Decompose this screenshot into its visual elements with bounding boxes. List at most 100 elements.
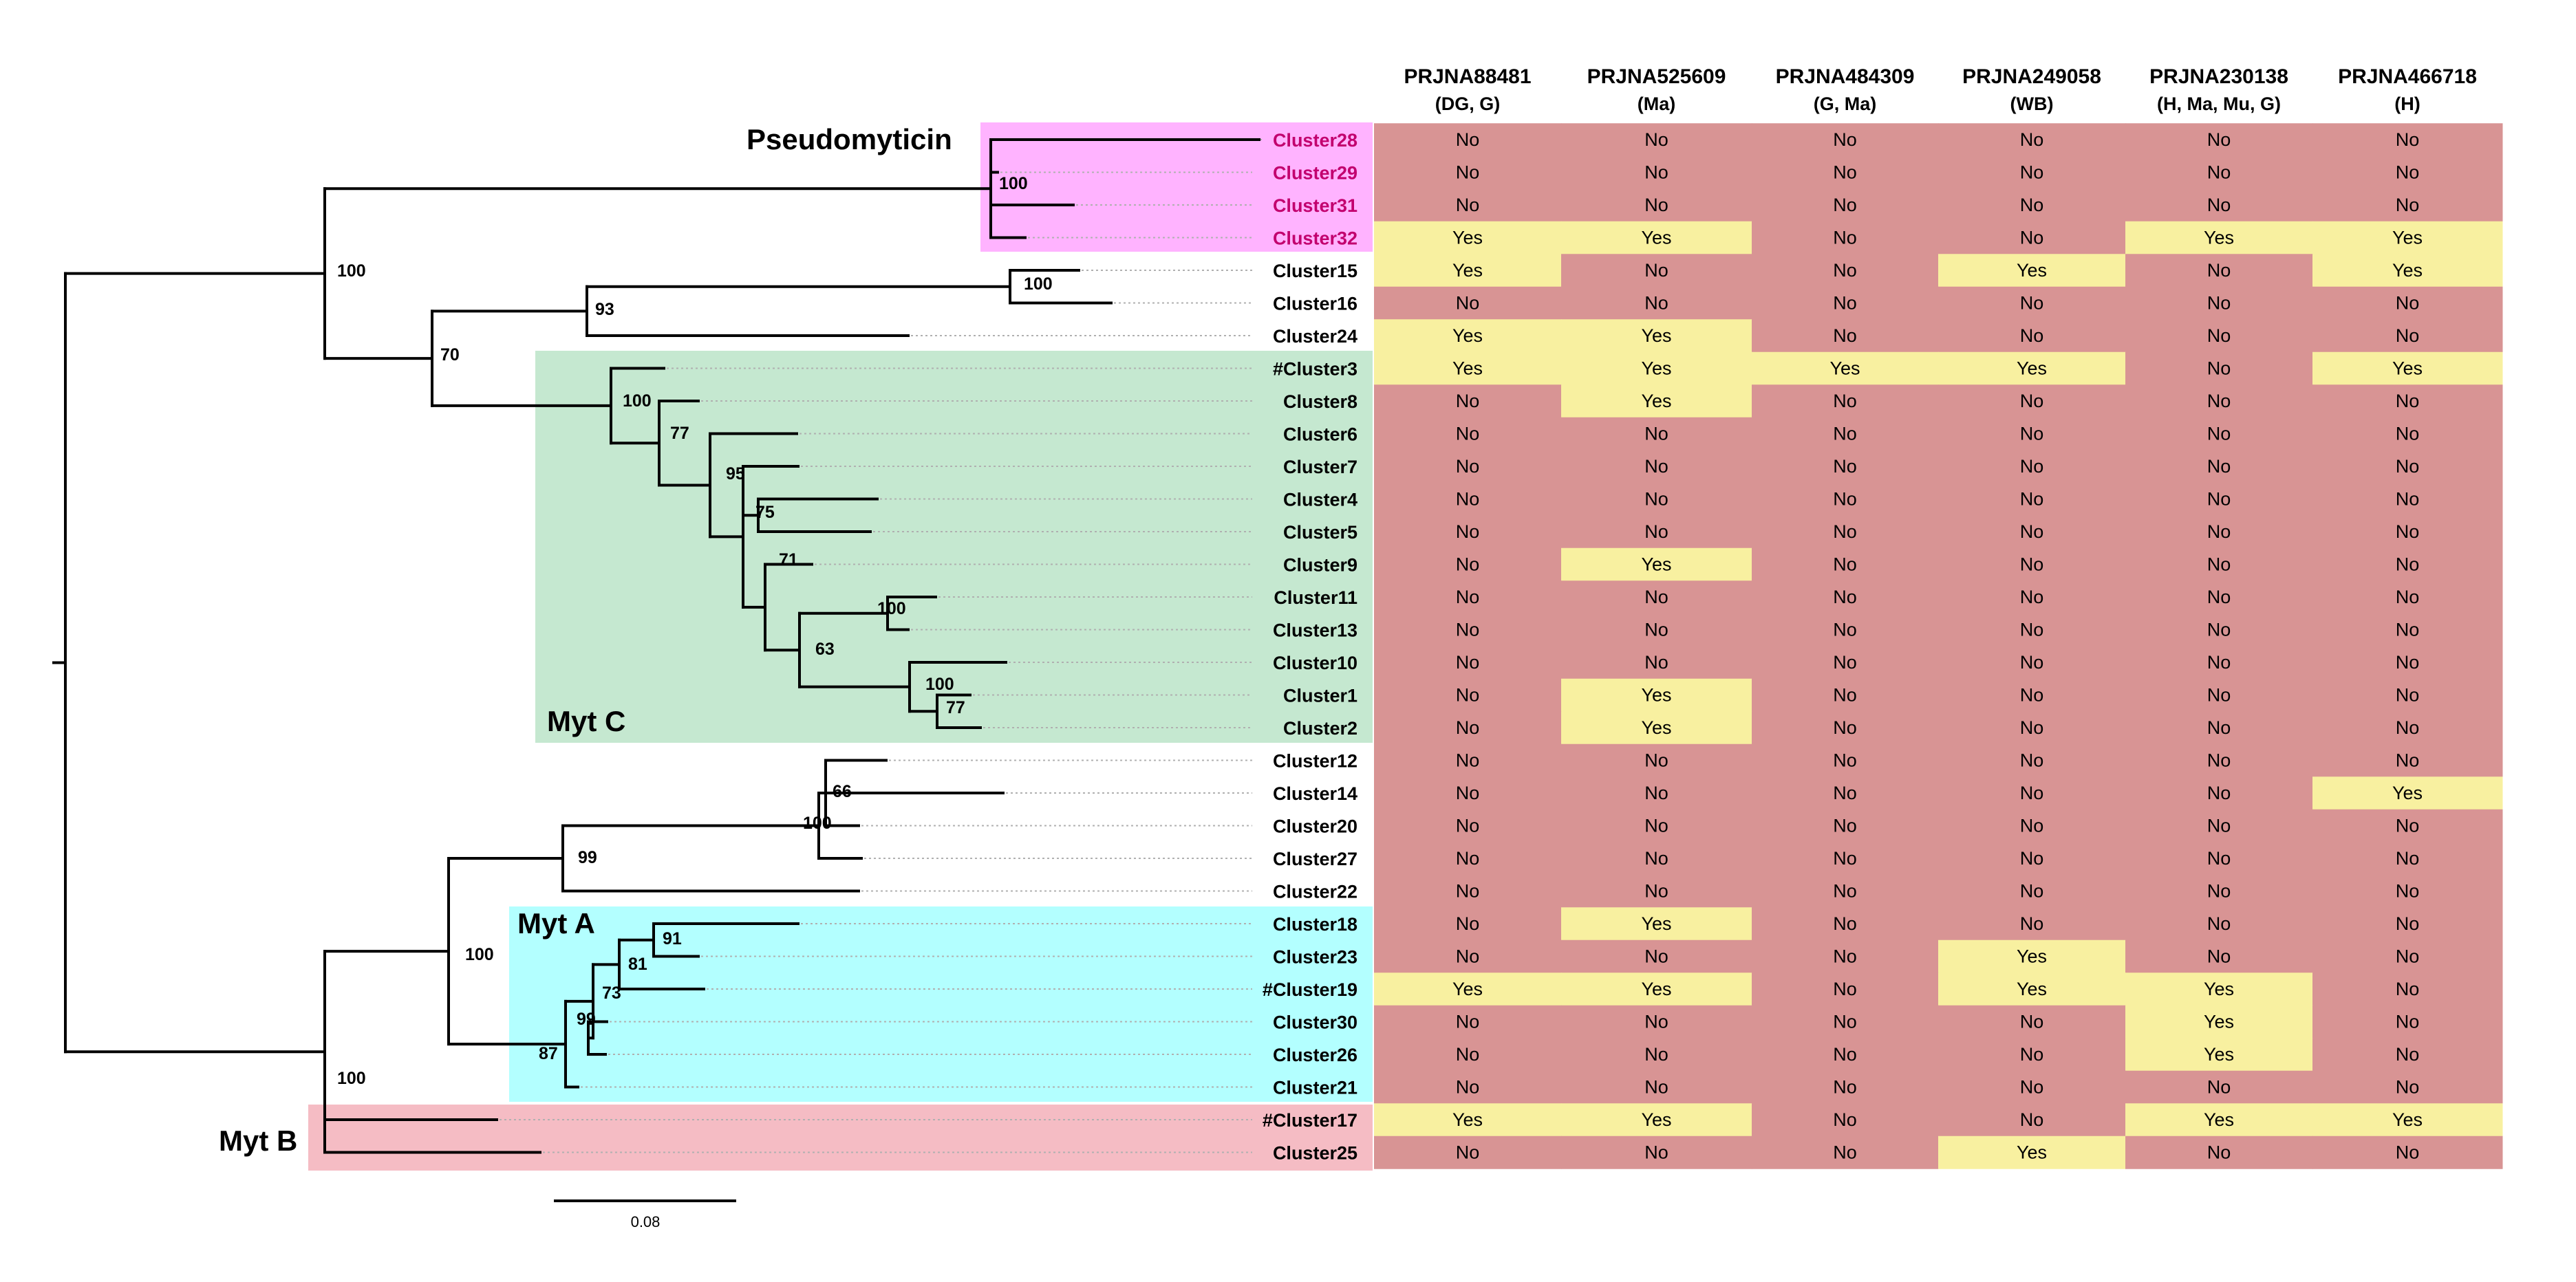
bootstrap-value: 95: [726, 464, 745, 484]
presence-value: Yes: [1641, 325, 1671, 346]
presence-cell: [1374, 123, 1562, 157]
cluster-label: Cluster30: [1273, 1012, 1357, 1033]
presence-value: No: [2207, 424, 2231, 444]
presence-cell: [1374, 743, 1562, 777]
presence-cell: [1374, 286, 1562, 320]
presence-cell: [1374, 842, 1562, 876]
presence-cell: [2312, 874, 2503, 908]
project-habitats: (H): [2394, 94, 2420, 114]
presence-value: No: [2207, 652, 2231, 673]
presence-cell: [2125, 678, 2313, 712]
presence-value: No: [1456, 1077, 1480, 1098]
cluster-label: Cluster1: [1283, 686, 1357, 706]
presence-value: No: [2020, 848, 2044, 869]
presence-cell: [1938, 907, 2126, 941]
presence-cell: [1752, 809, 1939, 843]
presence-value: No: [1456, 521, 1480, 542]
presence-value: No: [2207, 717, 2231, 738]
presence-value: No: [2396, 521, 2420, 542]
presence-cell: [1752, 319, 1939, 353]
presence-value: No: [2207, 358, 2231, 379]
presence-cell: [2312, 776, 2503, 810]
bootstrap-value: 63: [815, 640, 835, 659]
presence-value: No: [1644, 1077, 1668, 1098]
presence-value: No: [2207, 260, 2231, 281]
presence-value: No: [2396, 750, 2420, 771]
presence-value: No: [2207, 293, 2231, 314]
presence-value: No: [1644, 783, 1668, 803]
presence-value: No: [2207, 195, 2231, 215]
presence-cell: [1752, 450, 1939, 484]
presence-value: No: [1833, 1012, 1857, 1032]
bootstrap-value: 75: [755, 503, 775, 522]
presence-value: No: [2207, 587, 2231, 607]
presence-value: No: [1833, 946, 1857, 967]
presence-cell: [1374, 547, 1562, 581]
presence-cell: [1938, 646, 2126, 680]
presence-value: No: [2207, 129, 2231, 150]
presence-cell: [1938, 450, 2126, 484]
presence-value: Yes: [2392, 783, 2423, 803]
presence-cell: [1561, 351, 1752, 385]
presence-value: No: [2396, 391, 2420, 411]
presence-cell: [1374, 1103, 1562, 1137]
bootstrap-value: 100: [877, 599, 906, 618]
presence-cell: [1561, 1005, 1752, 1039]
cluster-label: Cluster2: [1283, 718, 1357, 739]
presence-cell: [1938, 547, 2126, 581]
presence-cell: [2312, 547, 2503, 581]
presence-value: No: [1833, 489, 1857, 510]
presence-value: No: [2020, 391, 2044, 411]
presence-value: Yes: [2017, 260, 2047, 281]
presence-cell: [1374, 1038, 1562, 1072]
presence-cell: [1561, 547, 1752, 581]
project-habitats: (WB): [2010, 94, 2054, 114]
presence-value: No: [1456, 391, 1480, 411]
presence-cell: [2312, 155, 2503, 189]
presence-cell: [2312, 973, 2503, 1006]
presence-cell: [1938, 973, 2126, 1006]
bootstrap-value: 100: [337, 1069, 366, 1088]
presence-value: No: [1456, 750, 1480, 771]
presence-cell: [1752, 678, 1939, 712]
presence-value: No: [1456, 456, 1480, 477]
presence-cell: [2125, 123, 2313, 157]
cluster-label: Cluster20: [1273, 816, 1357, 837]
presence-cell: [2125, 254, 2313, 287]
presence-value: No: [2396, 1142, 2420, 1163]
presence-value: No: [1833, 1044, 1857, 1065]
presence-cell: [1374, 155, 1562, 189]
presence-cell: [1374, 254, 1562, 287]
presence-cell: [2312, 188, 2503, 222]
clade-box-pseudomyticin: [980, 122, 1373, 252]
bootstrap-value: 100: [925, 675, 954, 694]
presence-value: No: [2207, 783, 2231, 803]
presence-cell: [1374, 221, 1562, 254]
presence-value: No: [2207, 816, 2231, 836]
presence-value: Yes: [1641, 391, 1671, 411]
presence-cell: [1938, 319, 2126, 353]
presence-value: No: [2207, 554, 2231, 575]
presence-cell: [1752, 1136, 1939, 1169]
presence-value: No: [2020, 685, 2044, 706]
presence-cell: [2312, 1038, 2503, 1072]
presence-cell: [1938, 286, 2126, 320]
presence-cell: [1374, 1070, 1562, 1104]
presence-value: No: [2020, 620, 2044, 640]
project-column-headers: PRJNA88481 (DG, G) PRJNA525609 (Ma) PRJNA484…: [1404, 65, 2476, 114]
presence-value: Yes: [2204, 979, 2234, 999]
presence-value: No: [2020, 1077, 2044, 1098]
presence-cell: [1561, 254, 1752, 287]
presence-cell: [1374, 711, 1562, 745]
presence-cell: [1374, 646, 1562, 680]
presence-value: No: [1833, 587, 1857, 607]
presence-cell: [1752, 842, 1939, 876]
presence-value: No: [1644, 162, 1668, 183]
presence-value: No: [1644, 260, 1668, 281]
presence-value: Yes: [1452, 325, 1483, 346]
presence-cell: [1938, 515, 2126, 549]
presence-value: Yes: [1452, 979, 1483, 999]
presence-cell: [1374, 417, 1562, 450]
presence-value: No: [1644, 293, 1668, 314]
